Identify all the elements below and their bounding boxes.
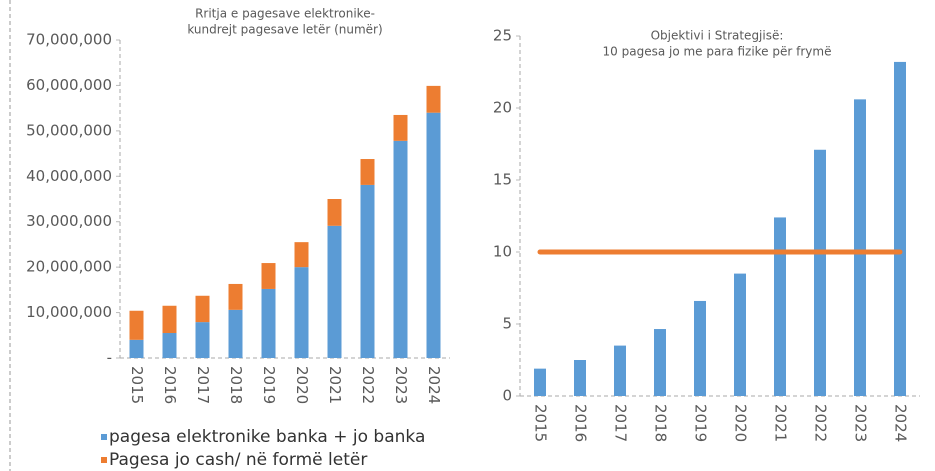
bar xyxy=(894,61,906,397)
y-tick-label: 15 xyxy=(493,171,512,189)
bar xyxy=(162,333,177,358)
y-tick-label: 10,000,000 xyxy=(26,303,112,321)
bar xyxy=(327,225,342,358)
x-tick-label: 2020 xyxy=(732,404,750,442)
y-tick-label: 50,000,000 xyxy=(26,121,112,139)
bar xyxy=(426,85,441,113)
bar xyxy=(261,263,276,289)
x-tick-label: 2015 xyxy=(532,404,550,442)
y-tick-label: 5 xyxy=(502,315,512,333)
y-tick-label: 20 xyxy=(493,99,512,117)
x-tick-label: 2024 xyxy=(425,366,443,404)
x-tick-label: 2023 xyxy=(852,404,870,442)
chart-title: kundrejt pagesave letër (numër) xyxy=(187,23,382,37)
x-tick-label: 2021 xyxy=(326,366,344,404)
y-tick-label: 0 xyxy=(502,387,512,405)
chart-title: 10 pagesa jo me para fizike për frymë xyxy=(603,45,832,59)
bar xyxy=(162,305,177,334)
bar xyxy=(774,217,786,396)
bar xyxy=(426,112,441,358)
x-tick-label: 2022 xyxy=(812,404,830,442)
bar xyxy=(129,339,144,358)
x-tick-label: 2022 xyxy=(359,366,377,404)
x-tick-label: 2018 xyxy=(652,404,670,442)
x-tick-label: 2021 xyxy=(772,404,790,442)
y-tick-label: 40,000,000 xyxy=(26,167,112,185)
x-tick-label: 2018 xyxy=(227,366,245,404)
bar xyxy=(294,267,309,358)
bar xyxy=(393,114,408,141)
x-tick-label: 2016 xyxy=(161,366,179,404)
chart-title: Rritja e pagesave elektronike- xyxy=(195,7,375,21)
y-tick-label: 60,000,000 xyxy=(26,76,112,94)
y-tick-label: 10 xyxy=(493,243,512,261)
x-tick-label: 2020 xyxy=(293,366,311,404)
bar xyxy=(360,159,375,185)
x-tick-label: 2024 xyxy=(892,404,910,442)
bar xyxy=(195,295,210,323)
bar xyxy=(654,329,666,396)
bar xyxy=(228,283,243,310)
bar xyxy=(228,309,243,358)
bar xyxy=(734,273,746,396)
bar xyxy=(327,199,342,226)
bar xyxy=(534,368,546,396)
chart-title: Objektivi i Strategjisë: xyxy=(651,29,784,43)
bar xyxy=(294,242,309,268)
x-tick-label: 2016 xyxy=(572,404,590,442)
x-tick-label: 2015 xyxy=(128,366,146,404)
x-tick-label: 2019 xyxy=(692,404,710,442)
y-tick-label: 25 xyxy=(493,27,512,45)
bar xyxy=(614,345,626,396)
y-tick-label: 30,000,000 xyxy=(26,212,112,230)
x-tick-label: 2017 xyxy=(194,366,212,404)
bar xyxy=(195,322,210,358)
bar xyxy=(854,99,866,397)
bar xyxy=(814,149,826,396)
bar xyxy=(129,310,144,340)
legend-label: pagesa elektronike banka + jo banka xyxy=(109,427,425,447)
x-tick-label: 2023 xyxy=(392,366,410,404)
x-tick-label: 2017 xyxy=(612,404,630,442)
bar xyxy=(574,360,586,396)
legend-label: Pagesa jo cash/ në formë letër xyxy=(109,450,367,470)
bar xyxy=(694,300,706,396)
bar xyxy=(261,288,276,358)
x-tick-label: 2019 xyxy=(260,366,278,404)
legend-swatch xyxy=(101,434,107,440)
bar xyxy=(393,140,408,358)
y-tick-label: 20,000,000 xyxy=(26,258,112,276)
y-tick-label: 70,000,000 xyxy=(26,31,112,49)
bar xyxy=(360,184,375,358)
legend-swatch xyxy=(101,457,107,463)
y-tick-label: - xyxy=(107,349,112,367)
